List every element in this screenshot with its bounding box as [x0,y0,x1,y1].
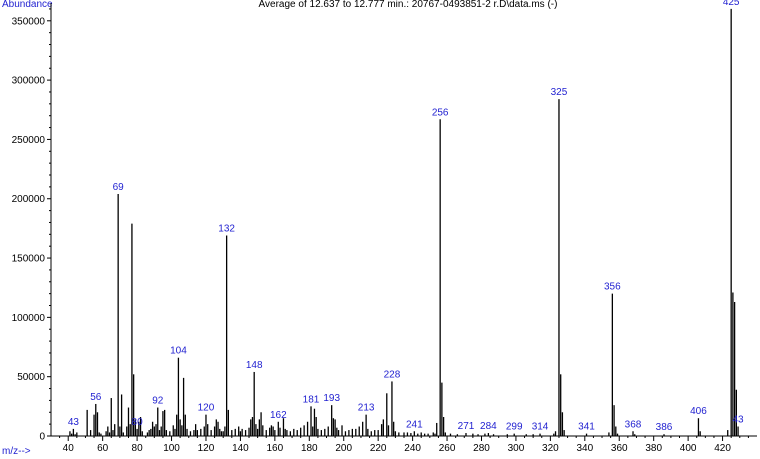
peak-label: 228 [384,369,401,380]
peak-label: 425 [723,0,740,8]
peak-label: 299 [506,422,523,433]
peak-label: 241 [406,419,423,430]
x-tick-label: 60 [97,443,109,454]
x-tick-label: 100 [163,443,180,454]
peak-label: 43 [732,415,744,426]
y-tick-label: 50000 [17,372,45,383]
x-tick-label: 380 [645,443,662,454]
peak-label: 213 [358,403,375,414]
x-tick-label: 40 [63,443,75,454]
peak-label: 80 [132,417,144,428]
peak-label: 162 [270,410,287,421]
peak-label: 148 [246,360,263,371]
peak-label: 356 [604,282,621,293]
peak-label: 120 [198,403,215,414]
x-tick-label: 260 [439,443,456,454]
y-tick-label: 200000 [12,194,46,205]
x-tick-label: 280 [473,443,490,454]
peak-label: 341 [578,422,595,433]
peak-label: 256 [432,107,449,118]
x-tick-label: 120 [198,443,215,454]
x-tick-label: 420 [714,443,731,454]
peak-label: 284 [480,421,497,432]
peak-label: 104 [170,346,187,357]
x-tick-label: 360 [611,443,628,454]
x-tick-label: 80 [132,443,144,454]
x-tick-label: 400 [680,443,697,454]
peak-label: 368 [625,419,642,430]
spectrum-peaks [69,8,739,436]
peak-label: 193 [323,393,340,404]
x-tick-label: 180 [301,443,318,454]
x-tick-label: 200 [335,443,352,454]
x-tick-label: 160 [267,443,284,454]
x-tick-label: 320 [542,443,559,454]
peak-label: 69 [113,182,125,193]
x-tick-label: 220 [370,443,387,454]
chart-title: Average of 12.637 to 12.777 min.: 20767-… [259,0,558,10]
peak-label: 406 [690,406,707,417]
peak-label: 92 [152,396,164,407]
x-axis-title: m/z--> [2,446,31,457]
peak-label: 56 [90,392,102,403]
peak-label: 314 [532,422,549,433]
x-tick-label: 140 [232,443,249,454]
y-tick-label: 350000 [12,16,46,27]
peak-label: 181 [303,394,320,405]
y-axis-title: Abundance [2,0,53,10]
x-tick-label: 340 [576,443,593,454]
peak-label: 325 [551,87,568,98]
x-tick-label: 300 [508,443,525,454]
y-tick-label: 0 [39,432,45,443]
peak-label: 132 [218,224,235,235]
peak-label: 43 [68,417,80,428]
peak-label: 386 [656,422,673,433]
y-tick-label: 150000 [12,254,46,265]
peak-labels: 43 56 69 80 92 104 120 132 148 162 181 193 213 228 241… [68,0,744,433]
peak-label: 271 [458,421,475,432]
x-tick-label: 240 [404,443,421,454]
y-tick-label: 300000 [12,76,46,87]
y-tick-label: 100000 [12,313,46,324]
y-tick-label: 250000 [12,135,46,146]
axes: 0 50000 100000 150000 200000 250000 300000 3500… [12,3,757,454]
